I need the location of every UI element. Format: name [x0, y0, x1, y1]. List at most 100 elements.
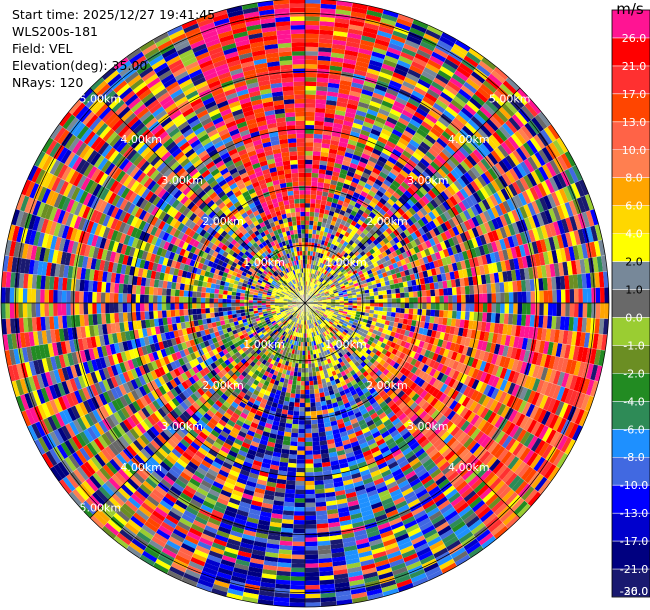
velocity-gate: [297, 441, 305, 447]
velocity-gate: [502, 80, 517, 95]
velocity-gate: [499, 282, 505, 293]
velocity-gate: [305, 537, 318, 542]
velocity-gate: [539, 290, 544, 303]
velocity-gate: [405, 210, 414, 219]
velocity-gate: [386, 198, 396, 207]
velocity-gate: [289, 589, 305, 594]
velocity-gate: [463, 171, 474, 184]
velocity-gate: [444, 230, 452, 240]
velocity-gate: [335, 105, 347, 112]
velocity-gate: [513, 303, 518, 315]
velocity-gate: [456, 190, 466, 202]
velocity-gate: [447, 237, 456, 247]
velocity-gate: [396, 260, 403, 268]
velocity-gate: [332, 39, 347, 46]
velocity-gate: [478, 60, 494, 74]
velocity-gate: [452, 117, 465, 129]
velocity-gate: [354, 146, 365, 153]
velocity-gate: [472, 148, 484, 161]
velocity-gate: [334, 208, 341, 214]
velocity-gate: [305, 77, 317, 82]
velocity-gate: [339, 168, 348, 175]
velocity-gate: [400, 133, 412, 143]
velocity-gate: [347, 269, 353, 275]
velocity-gate: [512, 149, 524, 164]
velocity-gate: [465, 294, 471, 303]
velocity-gate: [337, 92, 350, 100]
velocity-gate: [299, 402, 305, 408]
velocity-gate: [312, 164, 320, 170]
velocity-gate: [325, 271, 330, 276]
velocity-gate: [308, 286, 311, 291]
velocity-gate: [320, 0, 337, 5]
ray-separator: [304, 111, 542, 304]
velocity-gate: [345, 267, 351, 273]
velocity-gate: [430, 303, 436, 310]
velocity-gate: [408, 171, 419, 181]
velocity-gate: [291, 423, 299, 429]
velocity-gate: [363, 168, 373, 176]
velocity-gate: [355, 275, 361, 281]
velocity-gate: [305, 155, 313, 160]
velocity-gate: [348, 272, 354, 277]
velocity-gate: [407, 313, 413, 320]
velocity-gate: [343, 179, 352, 186]
velocity-gate: [411, 135, 423, 145]
velocity-gate: [391, 148, 402, 158]
velocity-gate: [315, 280, 320, 285]
velocity-gate: [447, 208, 456, 219]
velocity-gate: [348, 264, 355, 270]
velocity-gate: [410, 240, 418, 248]
velocity-gate: [315, 107, 326, 113]
velocity-gate: [365, 193, 374, 202]
velocity-gate: [308, 290, 311, 296]
velocity-gate: [438, 151, 450, 162]
velocity-gate: [389, 183, 398, 192]
velocity-gate: [435, 303, 440, 311]
velocity-gate: [526, 303, 531, 315]
velocity-gate: [495, 282, 501, 293]
velocity-gate: [312, 454, 322, 460]
velocity-gate: [412, 19, 429, 30]
velocity-gate: [317, 423, 325, 429]
velocity-gate: [407, 158, 418, 168]
velocity-gate: [342, 183, 351, 190]
velocity-gate: [305, 137, 314, 143]
velocity-gate: [451, 73, 466, 86]
velocity-gate: [312, 155, 321, 161]
velocity-gate: [330, 264, 336, 270]
velocity-gate: [293, 519, 305, 525]
velocity-gate: [308, 224, 314, 230]
velocity-gate: [310, 402, 316, 408]
velocity-gate: [294, 398, 300, 403]
ray-separator: [304, 5, 369, 304]
velocity-gate: [417, 78, 431, 89]
velocity-gate: [471, 216, 480, 228]
velocity-gate: [374, 38, 390, 47]
velocity-gate: [429, 160, 441, 171]
velocity-gate: [425, 151, 436, 161]
velocity-gate: [412, 57, 428, 67]
velocity-gate: [418, 45, 434, 56]
velocity-gate: [334, 22, 350, 29]
velocity-gate: [321, 235, 327, 242]
velocity-gate: [326, 261, 332, 267]
velocity-gate: [305, 0, 321, 4]
velocity-gate: [322, 254, 327, 260]
velocity-gate: [314, 112, 325, 118]
velocity-gate: [381, 167, 391, 176]
velocity-gate: [316, 514, 328, 520]
velocity-gate: [420, 120, 433, 131]
velocity-gate: [285, 418, 293, 424]
velocity-gate: [308, 291, 311, 296]
velocity-gate: [323, 288, 328, 293]
velocity-gate: [521, 303, 527, 315]
velocity-gate: [365, 140, 376, 149]
velocity-gate: [356, 56, 371, 64]
velocity-gate: [334, 281, 339, 286]
velocity-gate: [313, 265, 318, 270]
velocity-gate: [318, 235, 323, 241]
velocity-gate: [426, 88, 440, 100]
velocity-gate: [296, 463, 305, 469]
velocity-gate: [297, 433, 305, 438]
